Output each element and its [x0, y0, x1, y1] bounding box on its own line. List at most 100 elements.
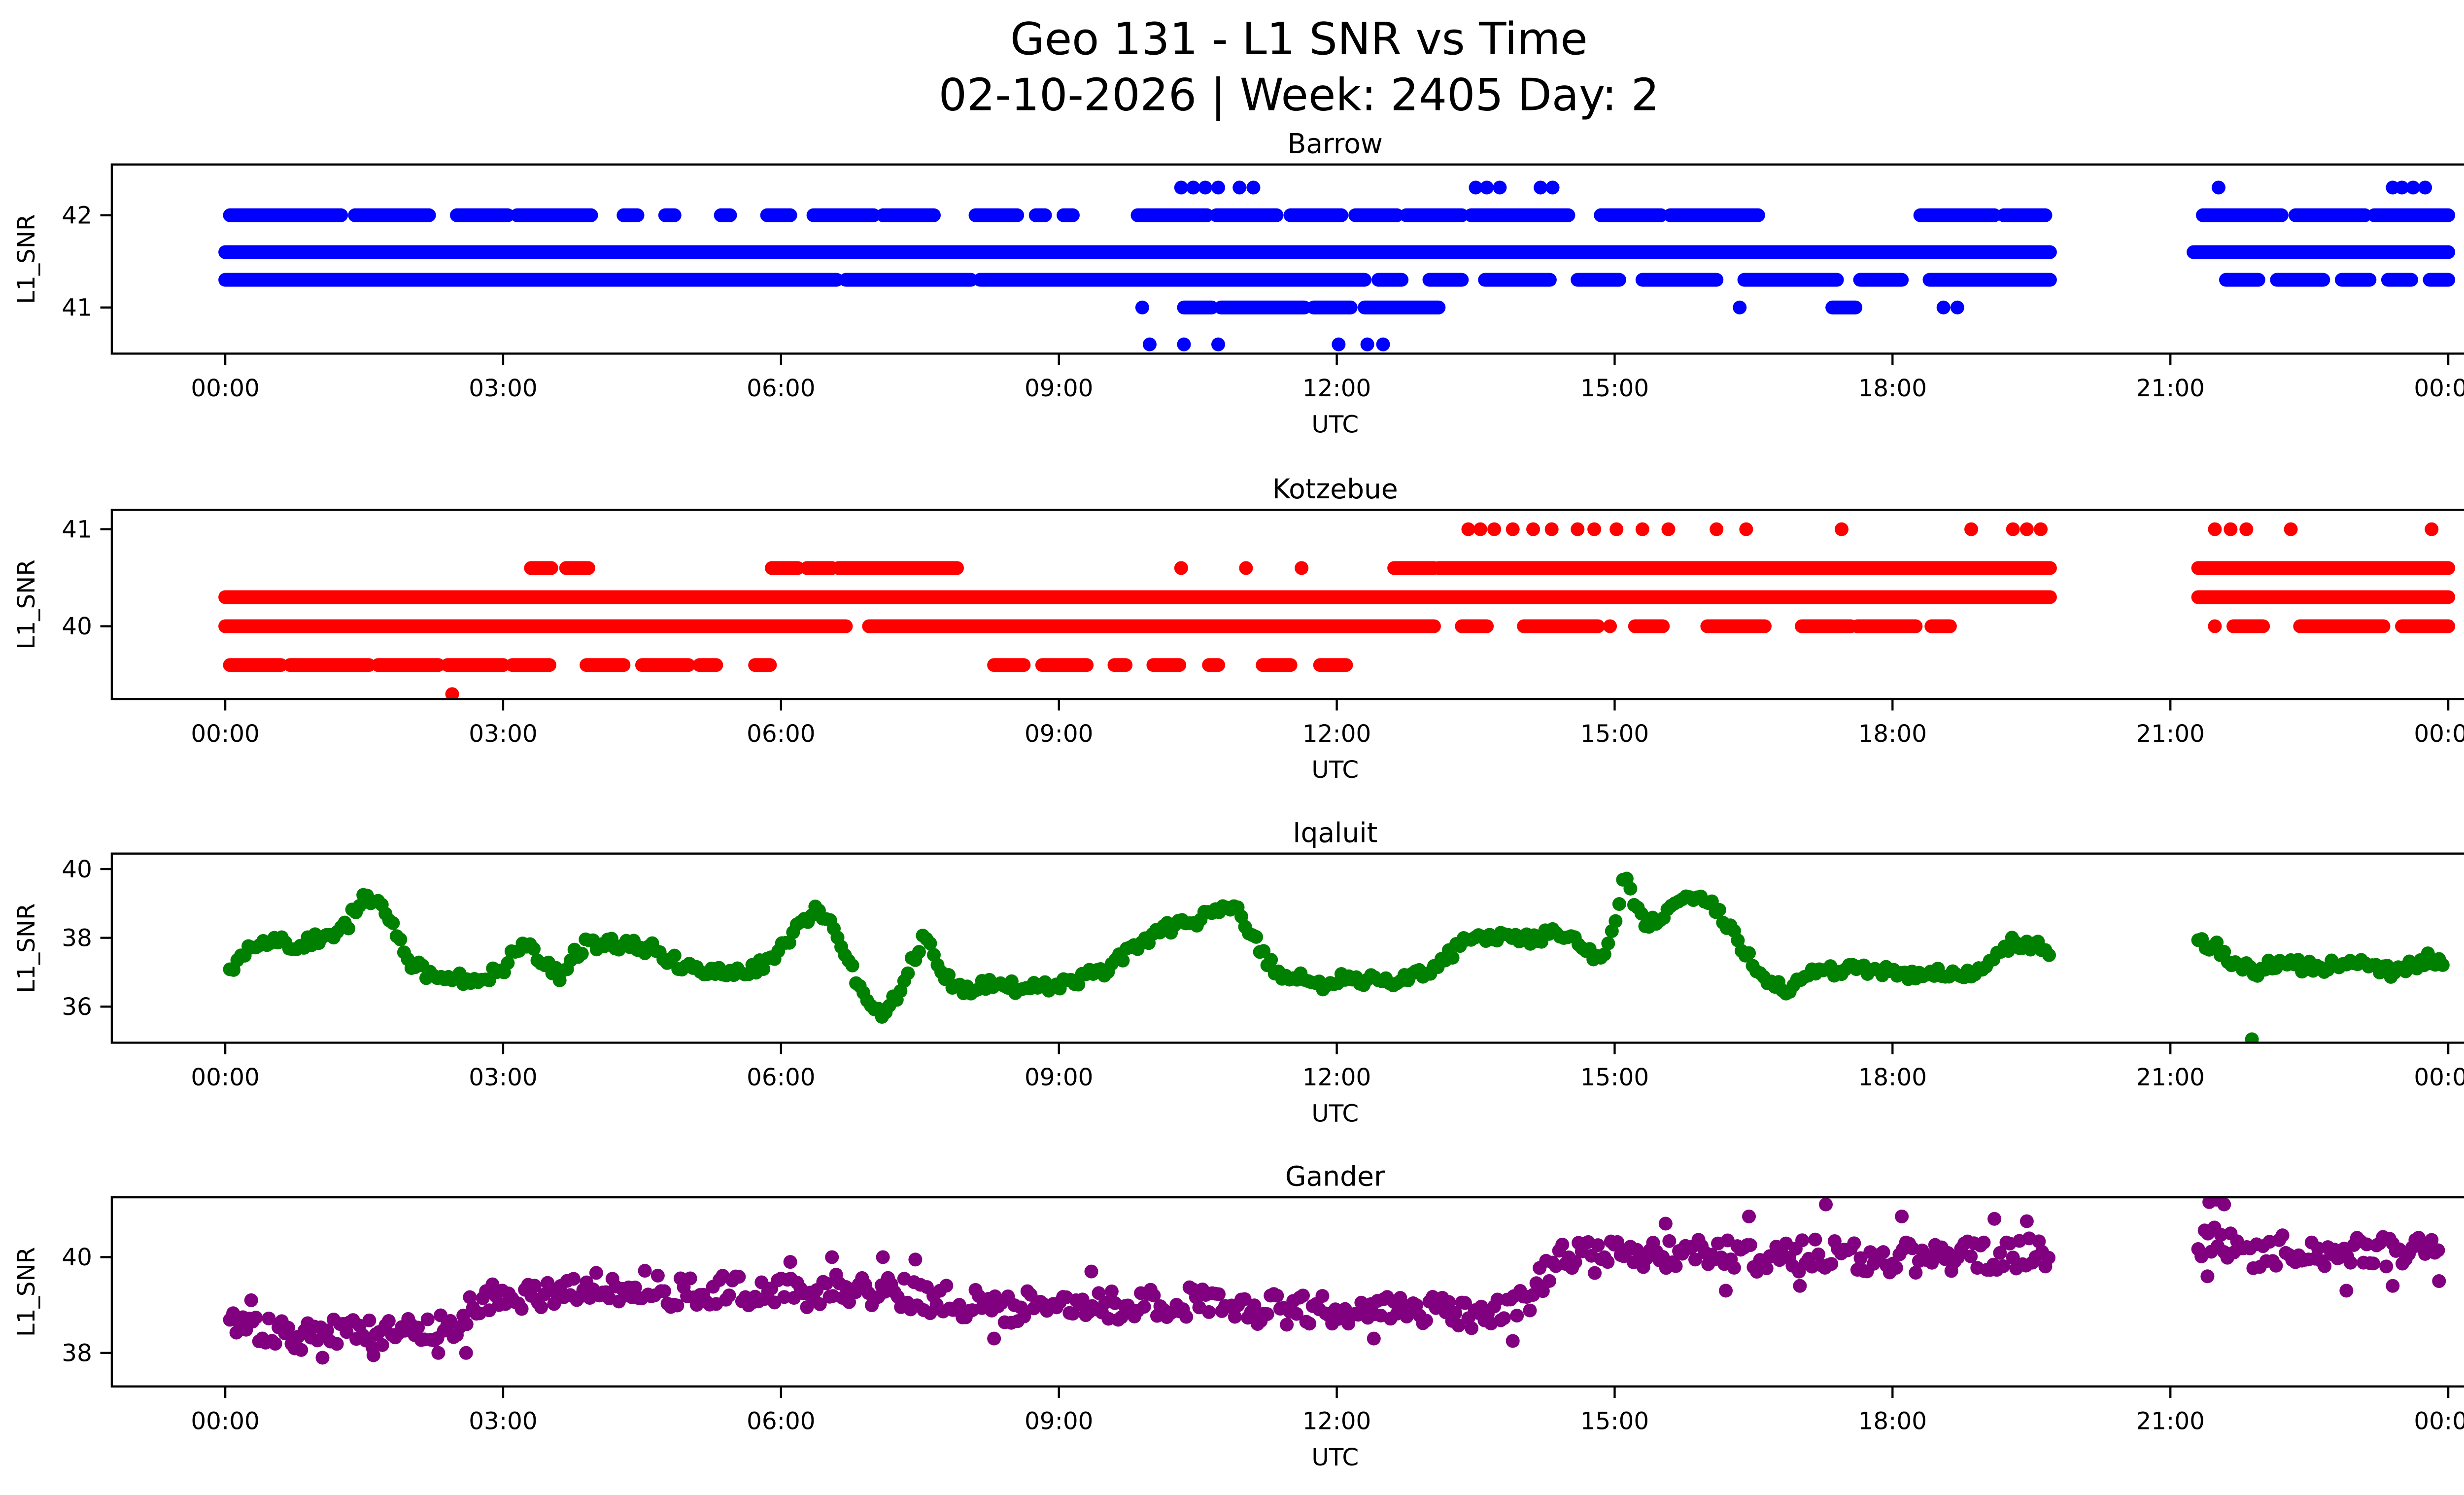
data-point [1889, 1261, 1903, 1275]
x-tick-label: 06:00 [747, 1064, 815, 1091]
data-point [1198, 180, 1212, 195]
x-tick-label: 06:00 [747, 720, 815, 748]
data-point [1993, 1246, 2007, 1260]
data-point [819, 1276, 833, 1290]
x-tick-label: 12:00 [1302, 375, 1371, 402]
data-point [386, 916, 400, 930]
data-point [1818, 1197, 1833, 1212]
data-point [527, 1279, 542, 1293]
data-point [1534, 180, 1548, 195]
data-point [320, 1323, 334, 1338]
data-point [1114, 1310, 1129, 1324]
scatter-points [218, 180, 2456, 351]
x-tick-label: 12:00 [1302, 1064, 1371, 1091]
data-point [1876, 1245, 1890, 1259]
data-point [1461, 522, 1475, 536]
data-point [2343, 1255, 2358, 1270]
x-tick-label: 03:00 [469, 720, 537, 748]
data-point [1612, 897, 1626, 911]
x-tick-label: 03:00 [469, 1407, 537, 1435]
data-point [1451, 1319, 1466, 1333]
data-point [2019, 522, 2034, 536]
data-point [1662, 1234, 1677, 1248]
data-point [1610, 1235, 1625, 1249]
y-axis-label: L1_SNR [13, 903, 40, 993]
data-point [2435, 958, 2450, 972]
data-point [1824, 1257, 1839, 1271]
data-point [1246, 180, 1261, 195]
data-point [1419, 1314, 1433, 1328]
data-point [1177, 337, 1191, 351]
data-point [1487, 522, 1502, 536]
subplot-title: Gander [1285, 1161, 1385, 1192]
data-point [1332, 337, 1346, 351]
x-tick-label: 21:00 [2136, 1064, 2205, 1091]
data-point [1742, 1209, 1756, 1223]
data-point [2239, 522, 2254, 536]
data-point [526, 942, 541, 956]
data-point [1603, 619, 1617, 633]
data-point [1523, 1303, 1537, 1318]
data-point [732, 1270, 746, 1284]
data-point [722, 1288, 736, 1303]
data-point [813, 1297, 827, 1311]
x-tick-label: 00:00 [2414, 375, 2464, 402]
x-tick-label: 15:00 [1580, 720, 1649, 748]
data-point [2006, 1251, 2020, 1265]
axes-box [110, 852, 2464, 1044]
y-tick-label: 38 [62, 924, 92, 952]
y-tick-label: 38 [62, 1339, 92, 1367]
axes-box [110, 1196, 2464, 1388]
data-point [1186, 180, 1200, 195]
data-point [1727, 1260, 1741, 1275]
data-point [670, 1298, 684, 1313]
x-tick-label: 09:00 [1025, 1407, 1093, 1435]
figure-title-line2: 02-10-2026 | Week: 2405 Day: 2 [939, 70, 1659, 121]
data-point [459, 1346, 473, 1360]
data-point [1135, 300, 1149, 314]
x-tick-label: 00:00 [2414, 1407, 2464, 1435]
data-point [1601, 1255, 1615, 1269]
subplot-title: Kotzebue [1272, 473, 1398, 505]
data-point [294, 1343, 308, 1357]
y-tick-label: 41 [62, 294, 92, 321]
y-axis-label: L1_SNR [13, 559, 40, 649]
data-point [1442, 1295, 1456, 1309]
data-point [650, 1268, 665, 1283]
data-point [2034, 522, 2048, 536]
data-point [1536, 1284, 1550, 1298]
data-point [2006, 522, 2020, 536]
data-point [1964, 1249, 1978, 1263]
data-point [1360, 337, 1374, 351]
data-point [2431, 1243, 2445, 1257]
subplot-title: Iqaluit [1293, 817, 1377, 848]
data-point [1116, 953, 1130, 968]
data-point [1270, 1288, 1284, 1303]
data-point [1743, 1238, 1757, 1252]
data-point [825, 1250, 839, 1264]
data-point [1480, 180, 1494, 195]
data-point [1315, 1289, 1330, 1303]
data-point [842, 1295, 856, 1309]
data-point [1597, 947, 1611, 962]
y-tick-label: 40 [62, 613, 92, 640]
data-point [1289, 1307, 1303, 1321]
data-point [1661, 522, 1676, 536]
data-point [1239, 561, 1253, 575]
data-point [1545, 180, 1560, 195]
data-point [667, 948, 682, 963]
data-point [1142, 337, 1157, 351]
x-tick-label: 00:00 [191, 720, 259, 748]
data-point [923, 936, 937, 951]
data-point [2425, 1233, 2439, 1247]
data-point [1017, 1309, 1031, 1323]
data-point [908, 1252, 923, 1267]
data-point [2284, 522, 2298, 536]
data-point [1571, 522, 1585, 536]
data-point [2269, 1258, 2283, 1273]
data-point [1936, 300, 1951, 314]
y-tick-label: 42 [62, 202, 92, 229]
data-point [1497, 1311, 1511, 1325]
data-point [1588, 1266, 1602, 1280]
data-point [381, 1314, 396, 1328]
